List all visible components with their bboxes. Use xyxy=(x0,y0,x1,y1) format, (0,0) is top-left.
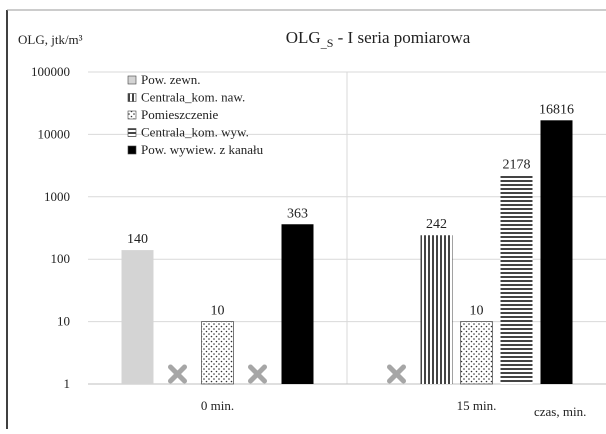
x-tick-label: 0 min. xyxy=(201,398,234,413)
chart-title: OLG_S - I seria pomiarowa xyxy=(286,28,471,50)
data-label: 140 xyxy=(127,232,148,247)
legend-swatch xyxy=(127,75,137,85)
legend: Pow. zewn. Centrala_kom. naw. Pomieszczeni… xyxy=(127,72,264,157)
bar xyxy=(420,235,453,384)
grid-layer xyxy=(88,71,606,384)
y-tick-label: 1000 xyxy=(44,189,70,204)
data-label: 242 xyxy=(426,217,447,232)
bar xyxy=(540,120,573,384)
x-tick-label: 15 min. xyxy=(457,398,497,413)
data-label: 16816 xyxy=(539,102,574,117)
bar xyxy=(460,321,493,385)
bar-layer xyxy=(121,120,573,385)
y-tick-label: 10 xyxy=(57,314,70,329)
legend-label: Pow. wywiew. z kanału xyxy=(141,142,264,157)
bar xyxy=(281,224,314,384)
legend-label: Centrala_kom. naw. xyxy=(141,90,245,105)
bar xyxy=(121,250,154,384)
missing-value-marker xyxy=(168,364,187,384)
legend-swatch xyxy=(127,110,137,120)
y-tick-label: 10000 xyxy=(38,126,71,141)
data-label: 363 xyxy=(287,206,308,221)
legend-label: Pomieszczenie xyxy=(141,107,218,122)
missing-value-marker xyxy=(248,364,267,384)
legend-swatch xyxy=(127,128,137,137)
legend-label: Centrala_kom. wyw. xyxy=(141,125,249,140)
label-layer: 140 10 363 242 10 2178 16816 xyxy=(127,102,574,318)
missing-value-marker xyxy=(387,364,406,384)
data-label: 10 xyxy=(211,304,225,319)
y-tick-label: 1 xyxy=(64,376,71,391)
bar xyxy=(201,321,234,385)
legend-swatch xyxy=(127,93,137,102)
x-axis-label: czas, min. xyxy=(534,404,586,419)
y-tick-label: 100000 xyxy=(31,64,70,79)
y-tick-label: 100 xyxy=(51,251,71,266)
data-label: 10 xyxy=(470,304,484,319)
y-axis-label: OLG, jtk/m³ xyxy=(18,32,83,47)
data-label: 2178 xyxy=(503,158,531,173)
legend-swatch xyxy=(127,145,137,155)
bar xyxy=(500,175,533,384)
legend-label: Pow. zewn. xyxy=(141,72,200,87)
